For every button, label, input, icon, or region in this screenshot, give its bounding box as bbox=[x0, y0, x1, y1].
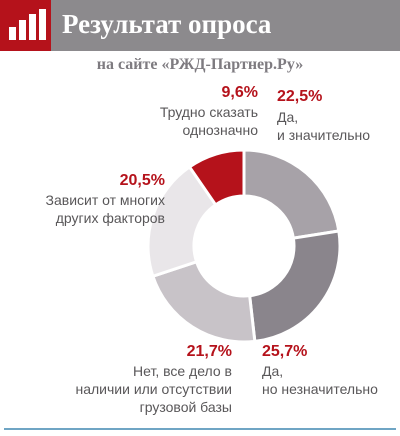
value-label-hard-to-say: 9,6% bbox=[221, 84, 258, 101]
value-label-slightly-yes: 25,7% bbox=[262, 343, 308, 360]
bottom-divider bbox=[4, 428, 396, 430]
slice-label-strongly-yes: Да, и значительно bbox=[277, 109, 371, 143]
slice-label-no-cargo-base: Нет, все дело в наличии или отсутствии г… bbox=[75, 363, 232, 415]
value-label-no-cargo-base: 21,7% bbox=[186, 343, 232, 360]
slice-hard-to-say bbox=[187, 148, 246, 207]
slice-no-cargo-base bbox=[150, 259, 257, 344]
value-label-strongly-yes: 22,5% bbox=[277, 88, 323, 105]
slice-label-depends: Зависит от многих других факторов bbox=[45, 192, 165, 226]
slice-depends bbox=[146, 164, 218, 279]
page-title: Результат опроса bbox=[62, 9, 272, 39]
bar-chart-icon bbox=[0, 0, 51, 51]
slice-strongly-yes bbox=[242, 148, 341, 240]
slice-label-hard-to-say: Трудно сказать однозначно bbox=[159, 104, 258, 138]
value-label-depends: 20,5% bbox=[119, 172, 165, 189]
slice-slightly-yes bbox=[247, 229, 342, 344]
page-subtitle: на сайте «РЖД-Партнер.Ру» bbox=[96, 56, 304, 73]
slice-label-slightly-yes: Да, но незначительно bbox=[262, 363, 378, 397]
header-band: Результат опроса bbox=[0, 0, 400, 51]
